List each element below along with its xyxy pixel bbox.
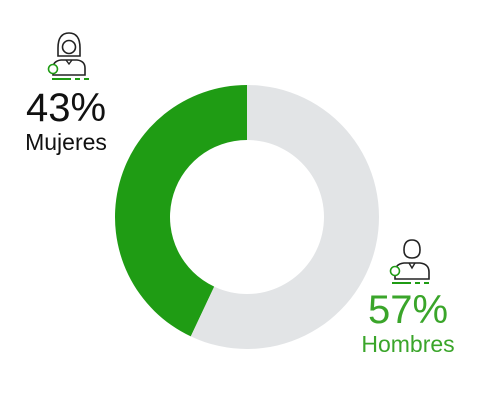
men-percent: 57% (367, 288, 449, 332)
woman-icon (47, 32, 89, 80)
man-icon (389, 239, 430, 284)
men-stat: 57% Hombres (342, 232, 474, 357)
men-label: Hombres (361, 331, 455, 357)
women-stat: 43% Mujeres (0, 28, 132, 155)
women-label: Mujeres (25, 129, 107, 155)
women-percent: 43% (25, 86, 107, 130)
slice-mujeres (115, 85, 248, 337)
slice-hombres (190, 85, 380, 349)
